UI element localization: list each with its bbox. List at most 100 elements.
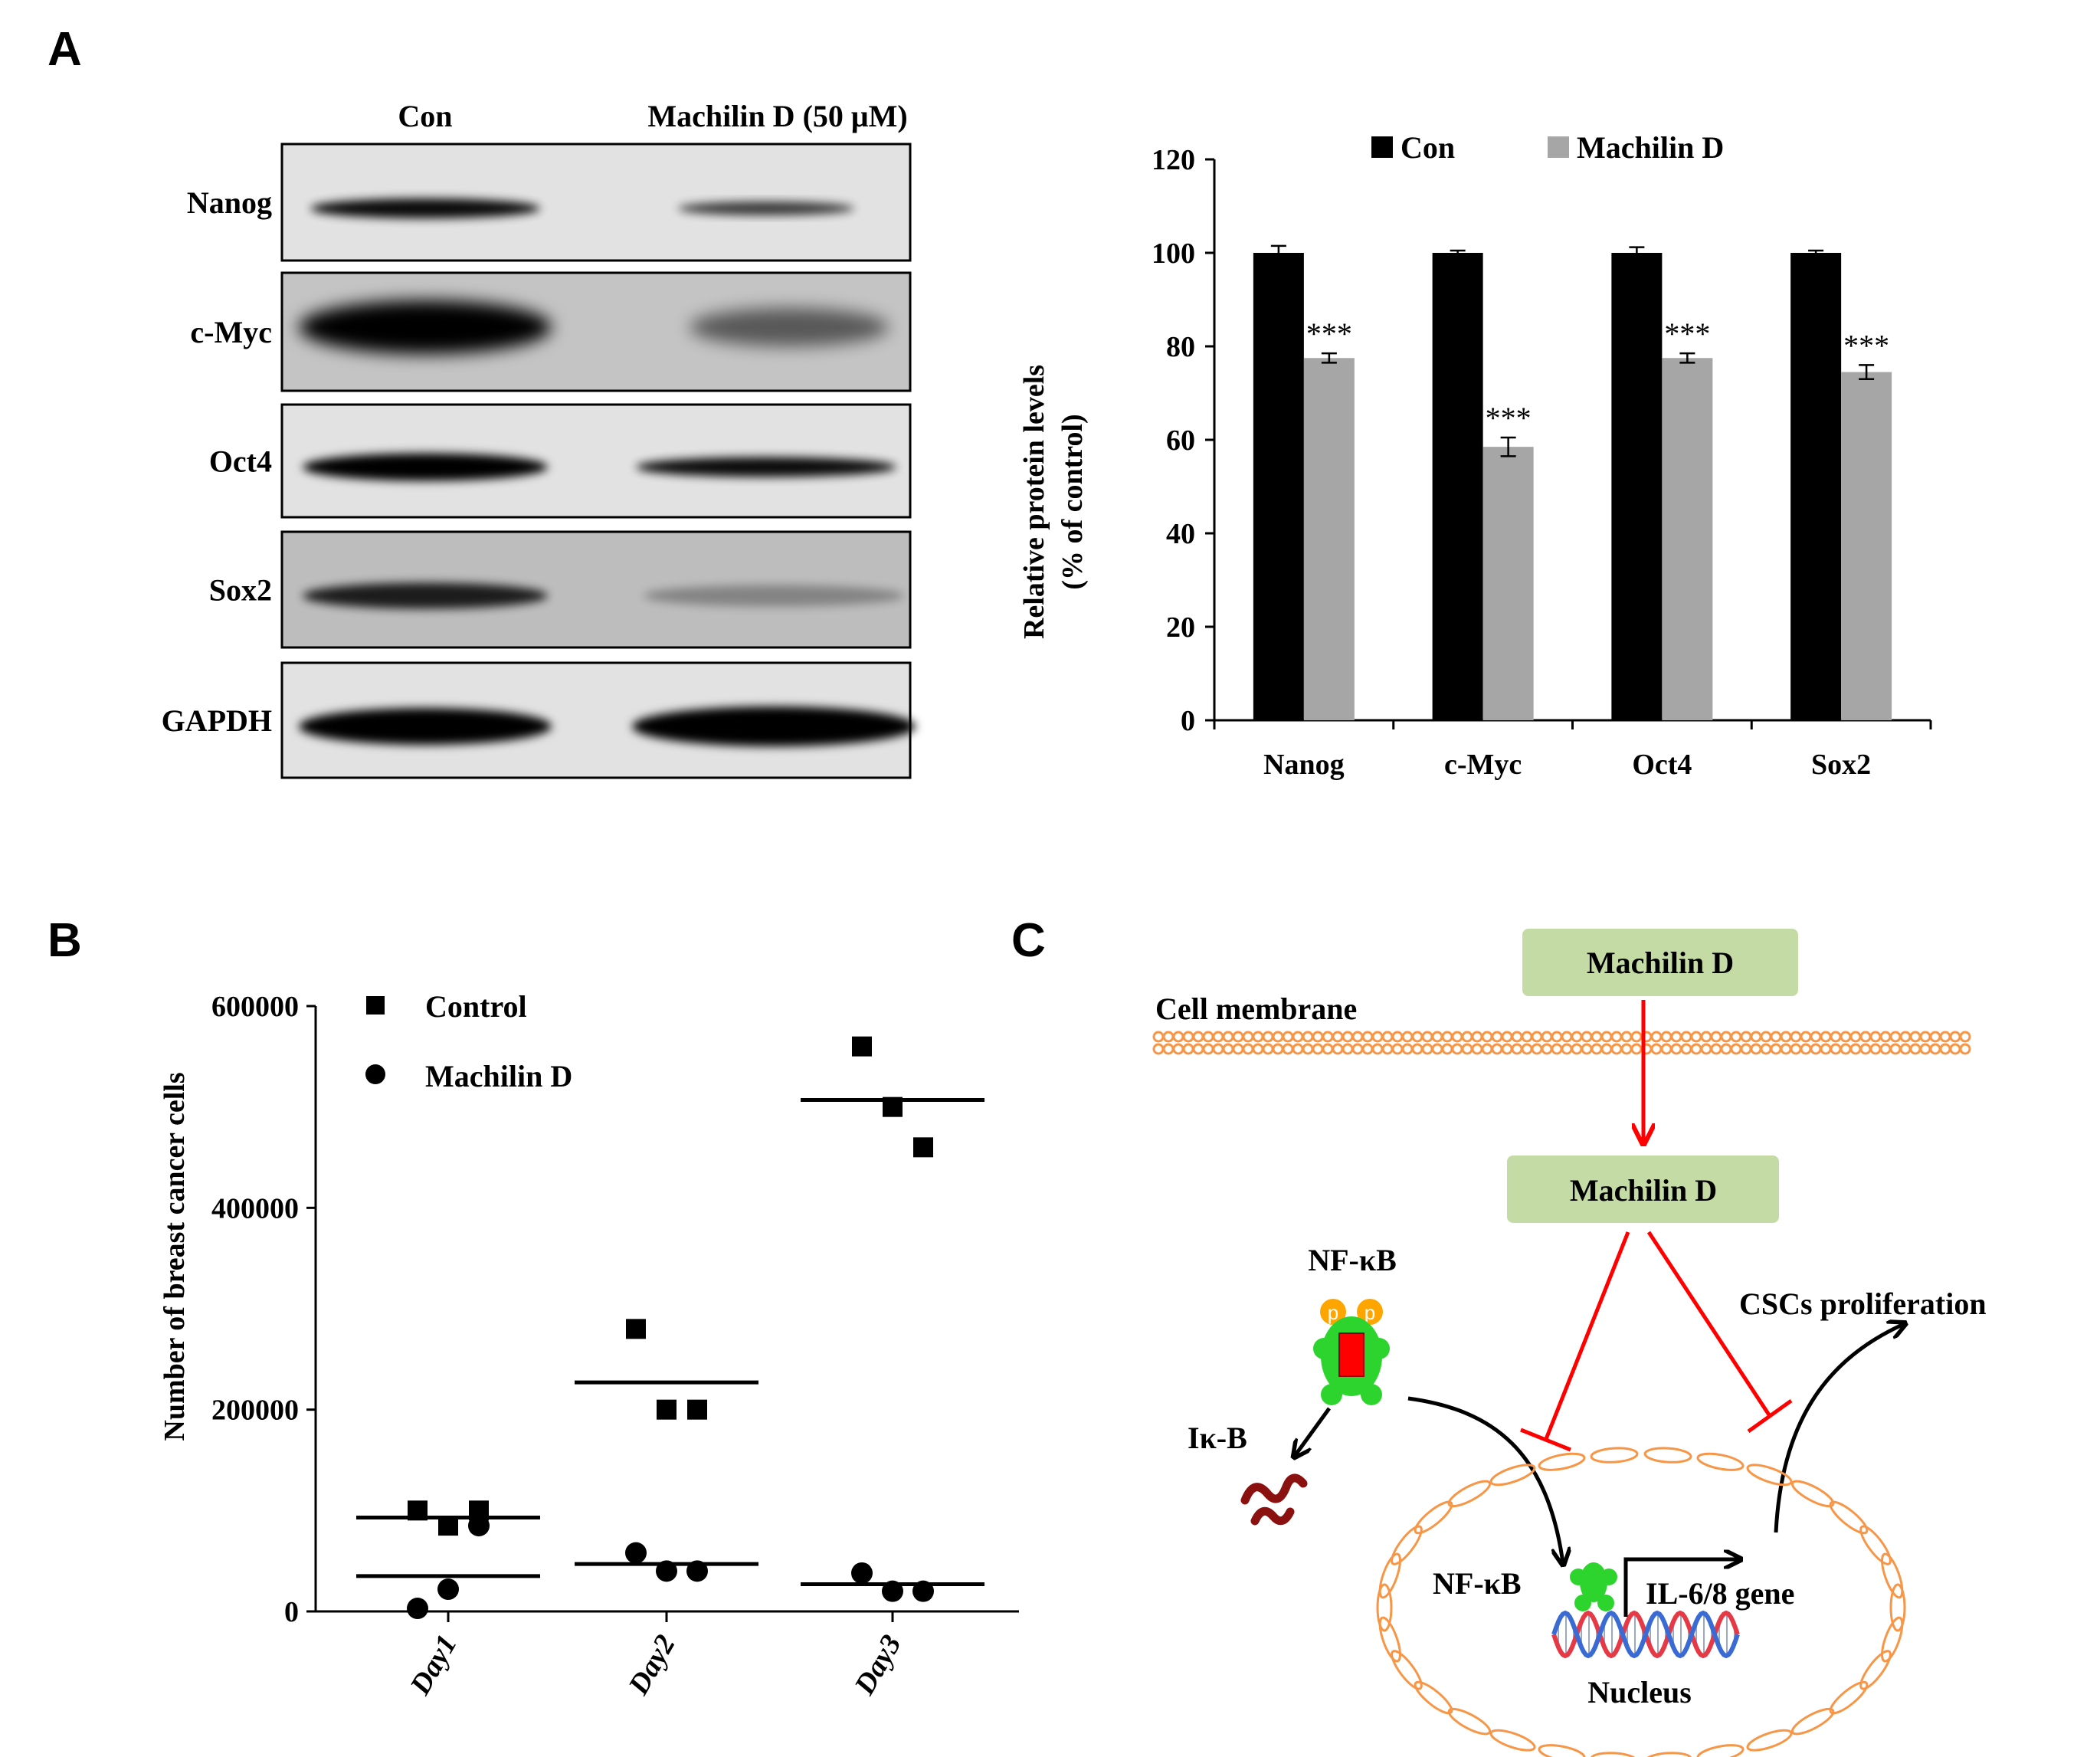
phospho-icon-right [1357, 1299, 1383, 1325]
machilin-point [468, 1515, 490, 1537]
scatter-legend: Control Machilin D [365, 989, 572, 1093]
blot-row-label-nanog: Nanog [187, 185, 272, 220]
blot-strip-gapdh: GAPDH [162, 661, 916, 779]
bar-y-axis-title-line1: Relative protein levels [1018, 365, 1050, 639]
machilin-label-inside: Machilin D [1570, 1173, 1717, 1208]
bar-x-tick-label: Sox2 [1811, 749, 1871, 781]
bar-y-tick-label: 0 [1181, 705, 1195, 737]
scatter-x-tick-label: Day3 [848, 1630, 908, 1701]
csc-proliferation-arrow [1774, 1324, 1904, 1533]
western-blot: Nanog c-Myc Oct4 Sox2 GAPDH [162, 143, 916, 779]
scatter-axes: 0 200000 400000 600000 Day1 Day2 Day3 [211, 991, 1019, 1701]
legend-marker-control [366, 996, 385, 1015]
cell-membrane-label: Cell membrane [1155, 992, 1357, 1026]
scatter-x-tick-label: Day1 [404, 1630, 464, 1701]
scatter-y-tick-label: 600000 [211, 991, 299, 1023]
nfkb-dna-bound-icon [1570, 1562, 1617, 1611]
nucleus-label: Nucleus [1587, 1675, 1692, 1709]
bar-con-oct4 [1611, 253, 1663, 720]
significance-label: *** [1664, 316, 1710, 351]
nfkb-translocation-arrow [1407, 1396, 1563, 1563]
bar-machilin-d-oct4 [1662, 358, 1713, 720]
ikb-label: Iκ-B [1188, 1421, 1247, 1455]
scatter-y-tick-label: 0 [284, 1596, 299, 1628]
legend-swatch-con [1371, 136, 1393, 158]
blot-strip-c-myc: c-Myc [190, 271, 912, 392]
control-point [852, 1036, 872, 1057]
legend-label-machilin: Machilin D [1577, 130, 1724, 165]
machilin-point [625, 1542, 647, 1564]
control-point [913, 1137, 933, 1158]
machilin-label-outside: Machilin D [1587, 946, 1734, 980]
legend-swatch-machilin [1548, 136, 1569, 158]
machilin-point [407, 1598, 428, 1620]
machilin-box-inside [1507, 1155, 1779, 1223]
cell-membrane [1152, 1031, 1971, 1055]
legend-marker-machilin [365, 1064, 385, 1084]
csc-proliferation-label: CSCs proliferation [1739, 1287, 1987, 1321]
gene-label: IL-6/8 gene [1646, 1576, 1794, 1611]
blot-strip-oct4: Oct4 [209, 403, 912, 519]
bar-con-nanog [1253, 253, 1304, 720]
phospho-icon-left [1320, 1299, 1346, 1325]
blot-row-label-gapdh: GAPDH [162, 703, 272, 738]
legend-label-machilin-d: Machilin D [425, 1059, 572, 1093]
phospho-label-right: p [1365, 1301, 1375, 1324]
dot-plot: Number of breast cancer cells Control Ma… [159, 989, 1019, 1701]
bar-chart: Con Machilin D Relative protein levels (… [1018, 130, 1932, 781]
inhibition-bar-csc [1747, 1398, 1793, 1434]
bar-con-c-myc [1432, 253, 1483, 720]
significance-label: *** [1306, 316, 1352, 351]
bar-y-tick-label: 20 [1166, 611, 1195, 644]
ikb-release-arrow [1295, 1407, 1332, 1456]
nuclear-envelope [1376, 1447, 1906, 1757]
panel-label-c: C [1011, 914, 1046, 967]
ikb-degraded-icon [1240, 1473, 1308, 1526]
scatter-y-axis-title: Number of breast cancer cells [159, 1072, 191, 1441]
inhibition-line-nfkb [1544, 1231, 1630, 1440]
control-point [626, 1319, 646, 1339]
bar-y-tick-label: 100 [1152, 238, 1195, 270]
nfkb-label-nucleus: NF-κB [1433, 1566, 1522, 1601]
machilin-point [851, 1562, 873, 1584]
significance-label: *** [1486, 401, 1532, 435]
transcription-arrow [1623, 1559, 1739, 1617]
bar-x-tick-label: Oct4 [1632, 749, 1692, 781]
bar-y-tick-label: 60 [1166, 424, 1195, 457]
machilin-point [437, 1578, 459, 1601]
blot-row-label-oct4: Oct4 [209, 444, 272, 479]
machilin-box-outside [1522, 929, 1798, 996]
scatter-y-tick-label: 200000 [211, 1395, 299, 1427]
scatter-x-tick-label: Day2 [622, 1630, 682, 1701]
control-point [687, 1399, 707, 1420]
bar-y-tick-label: 80 [1166, 331, 1195, 363]
nfkb-label-cytoplasm: NF-κB [1308, 1243, 1397, 1277]
legend-label-control: Control [425, 989, 527, 1024]
blot-strip-nanog: Nanog [187, 143, 912, 262]
legend-label-con: Con [1401, 130, 1455, 165]
nfkb-complex-icon: p p [1313, 1299, 1390, 1405]
bar-x-tick-label: c-Myc [1444, 749, 1522, 781]
bar-y-tick-label: 40 [1166, 518, 1195, 550]
dna-helix-icon [1551, 1610, 1740, 1659]
blot-strip-sox2: Sox2 [209, 530, 912, 649]
bar-machilin-d-nanog [1303, 358, 1355, 720]
significance-label: *** [1843, 328, 1889, 362]
pathway-diagram: Machilin D Cell membrane Machilin D NF-κ… [1152, 929, 1987, 1757]
blot-column-machilin: Machilin D (50 μM) [647, 99, 907, 133]
inhibition-line-csc [1646, 1231, 1772, 1418]
bar-machilin-d-c-myc [1482, 447, 1534, 720]
bar-x-tick-label: Nanog [1263, 749, 1345, 781]
bar-y-axis-title-line2: (% of control) [1057, 414, 1089, 589]
bar-con-sox2 [1790, 253, 1842, 720]
bar-machilin-d-sox2 [1841, 372, 1892, 720]
phospho-label-left: p [1328, 1301, 1338, 1324]
panel-label-a: A [48, 23, 82, 76]
control-point [657, 1399, 677, 1420]
inhibition-bar-nfkb [1520, 1428, 1571, 1452]
panel-label-b: B [48, 914, 82, 967]
bar-chart-legend: Con Machilin D [1371, 130, 1724, 165]
blot-row-label-c-myc: c-Myc [190, 315, 272, 349]
bar-y-tick-label: 120 [1152, 144, 1195, 176]
